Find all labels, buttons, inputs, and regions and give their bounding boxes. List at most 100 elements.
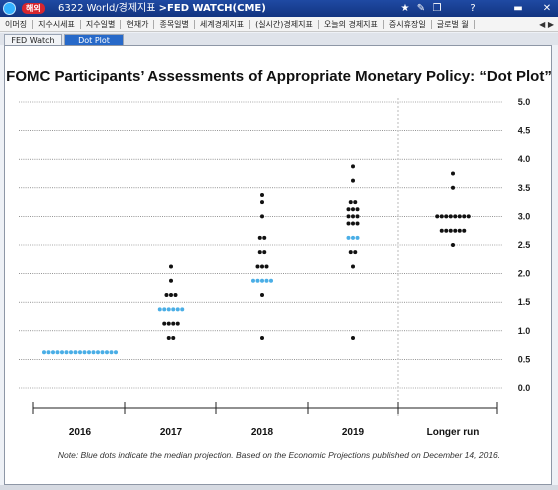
participant-dot bbox=[457, 214, 462, 219]
participant-dot bbox=[348, 250, 353, 255]
median-dot bbox=[51, 350, 55, 355]
participant-dot bbox=[262, 235, 267, 240]
median-dot bbox=[105, 350, 109, 355]
participant-dot bbox=[346, 207, 351, 212]
participant-dot bbox=[162, 321, 167, 326]
participant-dot bbox=[260, 200, 264, 205]
participant-dot bbox=[448, 228, 453, 233]
participant-dot bbox=[355, 221, 360, 226]
median-dot bbox=[264, 278, 269, 283]
median-dot bbox=[355, 235, 360, 240]
participant-dot bbox=[169, 264, 173, 269]
median-dot bbox=[91, 350, 96, 355]
median-dot bbox=[96, 350, 100, 355]
median-dot bbox=[346, 235, 351, 240]
participant-dot bbox=[453, 228, 458, 233]
edit-icon[interactable]: ✎ bbox=[416, 3, 426, 14]
median-dot bbox=[269, 278, 273, 283]
participant-dot bbox=[260, 192, 264, 197]
participant-dot bbox=[348, 200, 353, 205]
participant-dot bbox=[353, 200, 358, 205]
participant-dot bbox=[346, 221, 351, 226]
participant-dot bbox=[351, 214, 355, 219]
menu-item-market-holidays[interactable]: 증시휴장일 bbox=[384, 20, 432, 29]
median-dot bbox=[180, 307, 185, 312]
participant-dot bbox=[171, 321, 176, 326]
participant-dot bbox=[351, 207, 355, 212]
median-dot bbox=[351, 235, 355, 240]
x-tick-label: 2016 bbox=[69, 427, 92, 438]
chart-note: Note: Blue dots indicate the median proj… bbox=[57, 450, 501, 460]
menu-item-global[interactable]: 글로벌 월 bbox=[432, 20, 475, 29]
menu-item-index-quotes[interactable]: 지수시세표 bbox=[33, 20, 81, 29]
participant-dot bbox=[444, 214, 449, 219]
tab-dot-plot[interactable]: Dot Plot bbox=[64, 34, 124, 45]
median-dot bbox=[69, 350, 73, 355]
median-dot bbox=[114, 350, 118, 355]
participant-dot bbox=[175, 321, 180, 326]
median-dot bbox=[157, 307, 162, 312]
participant-dot bbox=[451, 243, 455, 247]
tab-fed-watch[interactable]: FED Watch bbox=[4, 34, 62, 45]
x-tick-label: 2019 bbox=[342, 427, 365, 438]
median-dot bbox=[55, 350, 60, 355]
favorite-star-icon[interactable]: ★ bbox=[400, 3, 410, 14]
median-dot bbox=[64, 350, 69, 355]
participant-dot bbox=[355, 207, 360, 212]
minimize-icon[interactable]: ▬ bbox=[513, 3, 523, 14]
median-dot bbox=[175, 307, 180, 312]
y-tick-label: 0.5 bbox=[518, 354, 531, 364]
median-dot bbox=[73, 350, 78, 355]
participant-dot bbox=[451, 171, 455, 176]
participant-dot bbox=[439, 214, 444, 219]
median-dot bbox=[42, 350, 46, 355]
median-dot bbox=[171, 307, 176, 312]
menu-scroll-right-icon[interactable]: ▶ bbox=[547, 20, 554, 29]
dot-plot-panel: FOMC Participants’ Assessments of Approp… bbox=[4, 45, 552, 485]
menu-item-index-daily[interactable]: 지수일별 bbox=[81, 20, 122, 29]
x-tick-label: 2018 bbox=[251, 427, 274, 438]
participant-dot bbox=[451, 185, 455, 190]
app-logo-icon bbox=[3, 2, 16, 15]
x-tick-label: 2017 bbox=[160, 427, 183, 438]
close-icon[interactable]: ✕ bbox=[542, 3, 552, 14]
median-dot bbox=[82, 350, 87, 355]
overseas-badge: 해외 bbox=[22, 3, 45, 14]
restore-window-icon[interactable]: ❐ bbox=[432, 3, 442, 14]
participant-dot bbox=[439, 228, 444, 233]
participant-dot bbox=[166, 335, 171, 340]
participant-dot bbox=[260, 264, 264, 269]
participant-dot bbox=[453, 214, 458, 219]
participant-dot bbox=[171, 335, 176, 340]
participant-dot bbox=[169, 293, 173, 298]
y-tick-label: 1.5 bbox=[518, 297, 531, 307]
median-dot bbox=[251, 278, 255, 283]
menu-item-world-economic-indicators[interactable]: 세계경제지표 bbox=[195, 20, 251, 29]
y-tick-label: 1.0 bbox=[518, 326, 531, 336]
window-title: 6322 World/경제지표 >FED WATCH(CME) bbox=[58, 0, 266, 17]
menu-item-current-price[interactable]: 현재가 bbox=[121, 20, 155, 29]
median-dot bbox=[87, 350, 91, 355]
participant-dot bbox=[169, 278, 173, 283]
participant-dot bbox=[462, 228, 467, 233]
y-tick-label: 2.0 bbox=[518, 269, 531, 279]
median-dot bbox=[260, 278, 264, 283]
median-dot bbox=[162, 307, 167, 312]
menu-item-stock-daily[interactable]: 종목일별 bbox=[154, 20, 195, 29]
status-bar bbox=[0, 485, 558, 490]
participant-dot bbox=[351, 335, 355, 340]
menu-item-realtime-indicators[interactable]: (실시간)경제지표 bbox=[250, 20, 319, 29]
median-dot bbox=[109, 350, 114, 355]
menu-bar: 이머징 지수시세표 지수일별 현재가 종목일별 세계경제지표 (실시간)경제지표 오늘의 경제… bbox=[0, 17, 558, 32]
menu-scroll-left-icon[interactable]: ◀ bbox=[539, 20, 546, 29]
participant-dot bbox=[351, 164, 355, 169]
y-tick-label: 4.0 bbox=[518, 154, 531, 164]
participant-dot bbox=[164, 293, 169, 298]
participant-dot bbox=[457, 228, 462, 233]
menu-item-today-indicators[interactable]: 오늘의 경제지표 bbox=[319, 20, 384, 29]
help-icon[interactable]: ? bbox=[470, 3, 476, 14]
menu-item-emerging[interactable]: 이머징 bbox=[0, 20, 34, 29]
participant-dot bbox=[346, 214, 351, 219]
participant-dot bbox=[264, 264, 269, 269]
participant-dot bbox=[444, 228, 449, 233]
